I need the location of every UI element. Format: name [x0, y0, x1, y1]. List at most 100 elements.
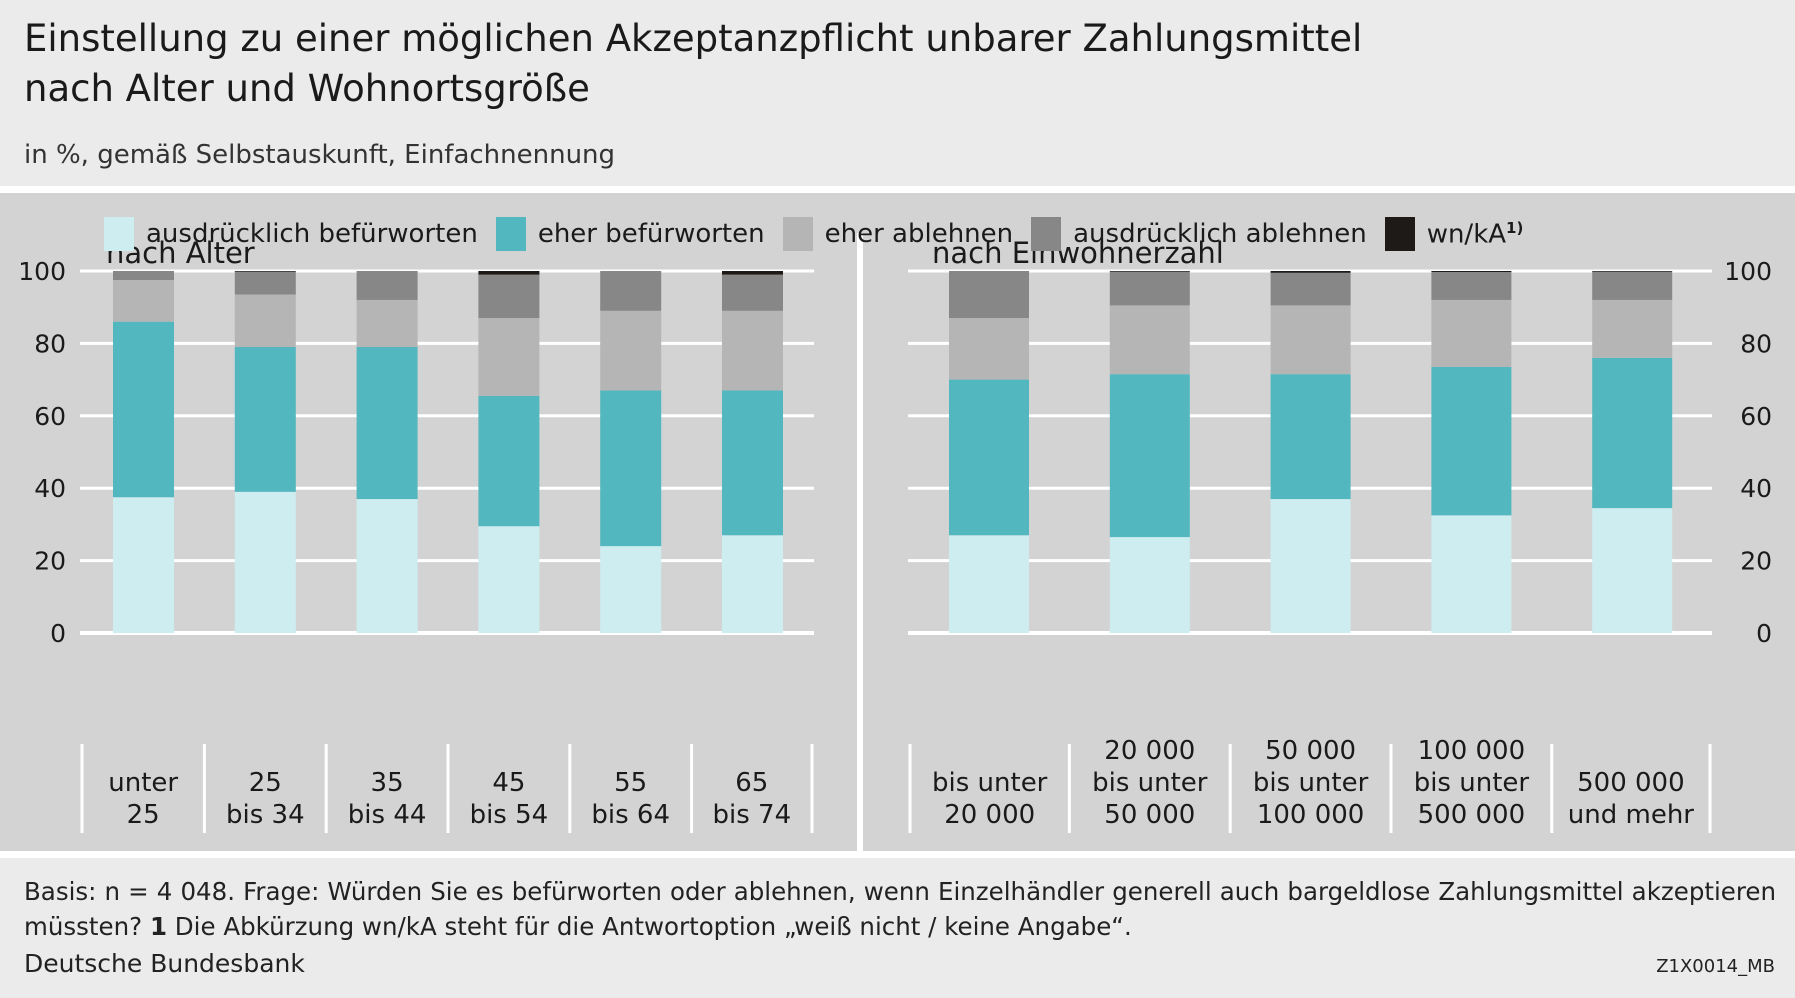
legend: ausdrücklich befürworten eher befürworte…: [104, 214, 1541, 254]
x-tick-label: 35: [371, 768, 404, 798]
bar-segment: [356, 347, 418, 500]
footnote-explanation: Die Abkürzung wn/kA steht für die Antwor…: [174, 912, 1132, 941]
panel-title: nach Einwohnerzahl: [932, 236, 1224, 270]
y-tick-label: 20: [34, 547, 66, 576]
bar-segment: [1592, 299, 1673, 358]
chart-subtitle: in %, gemäß Selbstauskunft, Einfachnennu…: [24, 140, 616, 170]
bar-segment: [478, 526, 540, 633]
x-tick-label: unter: [108, 768, 178, 798]
bar-segment: [1270, 374, 1351, 500]
bar-segment: [478, 395, 540, 527]
x-tick-label: bis 64: [591, 800, 670, 830]
bar-segment: [234, 491, 296, 633]
bar-segment: [1270, 499, 1351, 633]
bar-segment: [600, 271, 662, 311]
legend-item: ausdrücklich befürworten: [104, 217, 478, 251]
legend-swatch: [1384, 217, 1415, 251]
footnote-marker: 1): [1506, 218, 1524, 237]
bar-segment: [1592, 271, 1673, 272]
legend-label-text: wn/kA: [1426, 219, 1507, 250]
y-tick-label: 40: [1740, 474, 1772, 503]
y-tick-label: 100: [18, 257, 66, 286]
chart-code: Z1X0014_MB: [1656, 956, 1775, 977]
x-tick-label: und mehr: [1568, 800, 1695, 830]
y-tick-label: 60: [34, 402, 66, 431]
y-tick-label: 80: [34, 329, 66, 358]
x-tick-label: 25: [127, 800, 160, 830]
y-tick-label: 60: [1740, 402, 1772, 431]
bar-segment: [1431, 299, 1512, 367]
bar-segment: [478, 318, 540, 396]
bar-segment: [600, 310, 662, 391]
y-tick-label: 0: [50, 619, 66, 648]
legend-item: wn/kA1): [1384, 217, 1524, 251]
bar-segment: [1270, 271, 1351, 273]
source-label: Deutsche Bundesbank: [24, 949, 305, 978]
x-tick-label: 50 000: [1104, 800, 1195, 830]
bar-segment: [478, 274, 540, 319]
x-tick-label: 45: [492, 768, 525, 798]
top-divider: [0, 186, 1795, 193]
x-tick-label: bis 74: [712, 800, 791, 830]
bar-segment: [234, 347, 296, 492]
bar-segment: [949, 379, 1029, 536]
bar-segment: [1109, 271, 1190, 272]
legend-swatch: [104, 217, 134, 251]
legend-item: eher ablehnen: [782, 217, 1014, 251]
bar-segment: [113, 280, 174, 322]
chart-area: nach Alter 0 20 40 60 80 100 unter 25 25 bis 34 35 b…: [0, 193, 1795, 851]
bar-segment: [722, 535, 783, 633]
footnote-text: Basis: n = 4 048. Frage: Würden Sie es b…: [24, 877, 1776, 941]
bar-segment: [356, 499, 418, 633]
bar-segment: [722, 271, 783, 275]
x-tick-label: bis unter: [1253, 768, 1369, 798]
bottom-divider: [0, 851, 1795, 858]
x-tick-label: 100 000: [1418, 736, 1526, 766]
x-tick-label: 55: [614, 768, 647, 798]
legend-label: ausdrücklich ablehnen: [1073, 219, 1367, 249]
bar-segment: [1109, 374, 1190, 538]
bar-segment: [949, 318, 1029, 380]
bar-segment: [234, 271, 296, 272]
x-tick-label: 500 000: [1577, 768, 1685, 798]
bar-segment: [1592, 357, 1673, 509]
legend-label: eher ablehnen: [824, 219, 1014, 249]
x-tick-label: bis unter: [1414, 768, 1530, 798]
x-tick-label: 100 000: [1257, 800, 1365, 830]
bar-segment: [234, 294, 296, 348]
x-tick-label: 20 000: [1104, 736, 1195, 766]
bar-segment: [600, 390, 662, 547]
x-tick-label: bis unter: [932, 768, 1048, 798]
legend-label: eher befürworten: [537, 219, 765, 249]
y-tick-label: 0: [1756, 619, 1772, 648]
legend-label: ausdrücklich befürworten: [146, 219, 478, 249]
bar-segment: [1431, 272, 1512, 300]
chart-title-line-1: Einstellung zu einer möglichen Akzeptanz…: [24, 17, 1363, 60]
legend-label: wn/kA1): [1427, 219, 1524, 250]
legend-swatch: [1031, 217, 1062, 251]
bar-segment: [1109, 537, 1190, 633]
bar-segment: [1431, 515, 1512, 633]
footnote: Basis: n = 4 048. Frage: Würden Sie es b…: [24, 874, 1776, 944]
x-tick-label: 50 000: [1265, 736, 1356, 766]
bar-segment: [1431, 366, 1512, 516]
bar-segment: [1109, 305, 1190, 375]
legend-item: ausdrücklich ablehnen: [1031, 217, 1367, 251]
x-tick-label: bis 44: [348, 800, 427, 830]
bar-segment: [356, 271, 418, 300]
y-tick-label: 20: [1740, 547, 1772, 576]
y-tick-label: 100: [1724, 257, 1772, 286]
chart-title-line-2: nach Alter und Wohnortsgröße: [24, 67, 590, 110]
x-tick-label: 500 000: [1418, 800, 1526, 830]
bar-segment: [722, 310, 783, 391]
bar-segment: [1270, 272, 1351, 306]
x-tick-label: 25: [249, 768, 282, 798]
x-tick-label: 20 000: [944, 800, 1035, 830]
footnote-number: 1: [149, 912, 167, 941]
x-tick-label: bis 34: [226, 800, 305, 830]
x-tick-label: 65: [735, 768, 768, 798]
bar-segment: [1431, 271, 1512, 273]
legend-swatch: [495, 217, 526, 251]
y-tick-label: 80: [1740, 329, 1772, 358]
